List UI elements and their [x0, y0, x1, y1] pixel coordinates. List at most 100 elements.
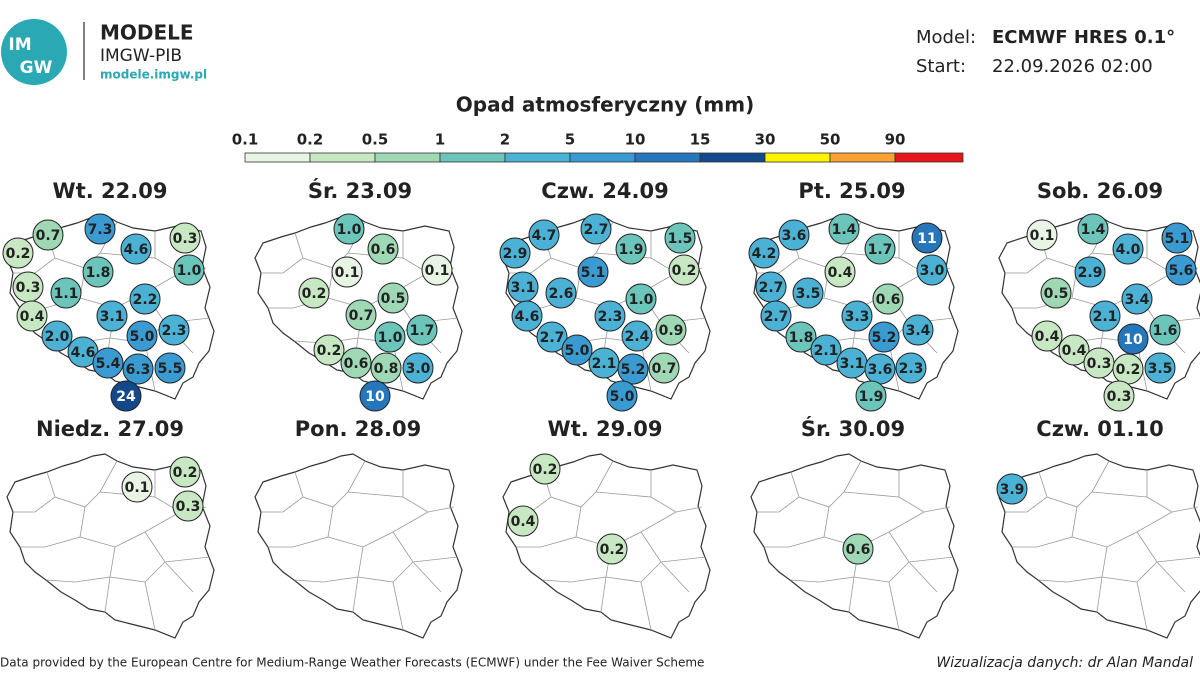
- precip-marker: [41, 320, 73, 352]
- precip-label: 0.7: [36, 228, 61, 244]
- precip-marker: [594, 300, 626, 332]
- legend-title: Opad atmosferyczny (mm): [456, 93, 755, 117]
- precip-marker: [596, 533, 628, 565]
- precip-label: 1.8: [86, 265, 111, 281]
- precip-marker: [668, 254, 700, 286]
- precip-marker: [615, 233, 647, 265]
- precip-marker: [1103, 380, 1135, 412]
- precip-marker: [169, 222, 201, 254]
- precip-marker: [120, 233, 152, 265]
- precip-marker: [1117, 323, 1149, 355]
- precip-label: 5.2: [621, 362, 646, 378]
- map-panel: Wt. 29.09 0.2 0.4 0.2: [502, 417, 711, 639]
- precip-marker: [154, 352, 186, 384]
- map-panel: Sob. 26.09 0.1 1.4 4.0 5.1 2.9 5.6 0.5 3.4 2.1 10 1…: [998, 179, 1200, 412]
- precip-label: 3.4: [1125, 292, 1150, 308]
- legend-tick-label: 10: [625, 131, 646, 149]
- precip-label: 0.6: [371, 242, 396, 258]
- precip-label: 4.6: [515, 309, 540, 325]
- map-title: Czw. 24.09: [541, 179, 668, 203]
- precip-label: 2.3: [162, 323, 187, 339]
- legend-tick-label: 2: [500, 131, 510, 149]
- precip-label: 0.3: [1107, 389, 1132, 405]
- precip-label: 0.6: [344, 356, 369, 372]
- logo-text: IM: [8, 35, 31, 55]
- precip-marker: [96, 300, 128, 332]
- precip-label: 0.9: [659, 323, 684, 339]
- precip-label: 1.7: [868, 242, 893, 258]
- precip-label: 3.1: [840, 356, 865, 372]
- precip-label: 0.7: [349, 308, 374, 324]
- precip-marker: [841, 300, 873, 332]
- legend-swatch: [764, 152, 831, 163]
- precip-label: 2.9: [503, 246, 528, 262]
- precip-label: 1.7: [410, 323, 435, 339]
- logo-circle: [1, 19, 67, 85]
- precip-label: 5.6: [1169, 263, 1194, 279]
- precip-marker: [824, 256, 856, 288]
- start-label: Start:: [916, 56, 966, 77]
- map-panel: Pt. 25.09 3.6 1.4 1.7 11 4.2 0.4 3.0 2.7 3.5 0.6 2.…: [748, 179, 959, 412]
- poland-map: [998, 453, 1200, 639]
- legend-swatch: [829, 152, 896, 163]
- precip-label: 10: [1123, 332, 1143, 348]
- map-title: Pon. 28.09: [295, 417, 421, 441]
- map-panel: Czw. 01.10 3.9: [996, 417, 1200, 639]
- precip-label: 0.2: [302, 286, 327, 302]
- map-title: Pt. 25.09: [798, 179, 905, 203]
- precip-label: 0.3: [1087, 356, 1112, 372]
- precip-marker: [333, 213, 365, 245]
- precip-label: 1.4: [832, 222, 857, 238]
- precip-marker: [122, 353, 154, 385]
- precip-label: 0.4: [1062, 343, 1087, 359]
- precip-label: 3.0: [920, 263, 945, 279]
- precip-label: 2.3: [899, 361, 924, 377]
- precip-label: 0.3: [173, 231, 198, 247]
- credit: Wizualizacja danych: dr Alan Mandal: [936, 655, 1193, 671]
- precip-marker: [1031, 320, 1063, 352]
- precip-label: 0.4: [20, 309, 45, 325]
- precip-label: 1.9: [859, 389, 884, 405]
- precip-label: 5.4: [96, 356, 121, 372]
- precip-marker: [545, 277, 577, 309]
- precip-label: 2.7: [759, 280, 784, 296]
- precip-marker: [828, 213, 860, 245]
- logo: IM GW MODELE IMGW-PIB modele.imgw.pl: [1, 19, 207, 85]
- precip-marker: [1144, 352, 1176, 384]
- precip-marker: [92, 347, 124, 379]
- precip-label: 2.7: [540, 330, 565, 346]
- map-title: Czw. 01.10: [1036, 417, 1163, 441]
- precip-label: 7.3: [88, 222, 113, 238]
- precip-label: 2.2: [133, 292, 158, 308]
- precip-label: 5.1: [581, 265, 606, 281]
- precip-marker: [110, 380, 142, 412]
- precip-label: 0.2: [672, 263, 697, 279]
- precip-label: 0.3: [16, 280, 41, 296]
- map-title: Sob. 26.09: [1037, 179, 1163, 203]
- precip-label: 5.0: [610, 389, 635, 405]
- precip-label: 1.4: [1081, 222, 1106, 238]
- precip-marker: [298, 277, 330, 309]
- precip-marker: [421, 254, 453, 286]
- precip-marker: [655, 314, 687, 346]
- precip-label: 1.8: [789, 330, 814, 346]
- precip-marker: [331, 256, 363, 288]
- precip-marker: [580, 213, 612, 245]
- precip-marker: [172, 490, 204, 522]
- source: Data provided by the European Centre for…: [0, 656, 704, 670]
- precip-marker: [625, 283, 657, 315]
- precip-marker: [1077, 213, 1109, 245]
- precip-label: 0.5: [1044, 286, 1069, 302]
- url[interactable]: modele.imgw.pl: [100, 68, 207, 82]
- precip-marker: [173, 254, 205, 286]
- precip-marker: [536, 321, 568, 353]
- precip-label: 2.1: [814, 343, 839, 359]
- precip-marker: [1161, 222, 1193, 254]
- precip-marker: [511, 300, 543, 332]
- precip-marker: [868, 321, 900, 353]
- precip-label: 0.7: [652, 361, 677, 377]
- precip-label: 2.4: [625, 329, 650, 345]
- precip-marker: [778, 219, 810, 251]
- poland-map: [254, 453, 463, 639]
